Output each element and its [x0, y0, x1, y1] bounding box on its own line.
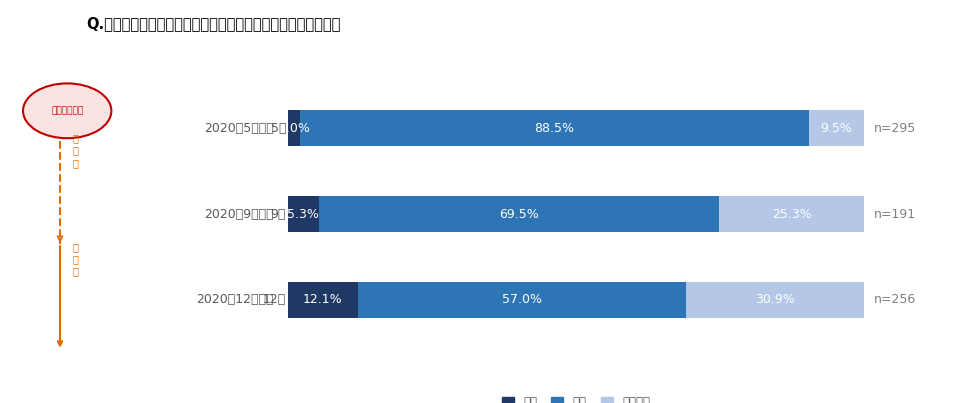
- Text: 2020年9月上旬: 2020年9月上旬: [204, 208, 274, 220]
- Bar: [719, 196, 865, 232]
- Text: Q.前年の同時期と比較して、現在の集患状況はいかがですか？: Q.前年の同時期と比較して、現在の集患状況はいかがですか？: [86, 16, 341, 31]
- Legend: 増加, 減少, 変化なし: 増加, 減少, 変化なし: [497, 391, 655, 403]
- Bar: [288, 110, 300, 146]
- Text: 25.3%: 25.3%: [772, 208, 811, 220]
- Bar: [288, 196, 319, 232]
- Text: 12月: 12月: [263, 293, 286, 306]
- Text: 期
間
中: 期 間 中: [73, 133, 79, 168]
- Bar: [686, 282, 864, 318]
- Text: 69.5%: 69.5%: [499, 208, 539, 220]
- Bar: [809, 110, 864, 146]
- Text: 9月: 9月: [271, 208, 286, 220]
- Text: 5月: 5月: [271, 122, 286, 135]
- Text: n=295: n=295: [874, 122, 916, 135]
- Text: 30.9%: 30.9%: [756, 293, 795, 306]
- Text: 5.3%: 5.3%: [287, 208, 320, 220]
- Bar: [319, 196, 719, 232]
- Bar: [288, 282, 358, 318]
- Text: n=256: n=256: [874, 293, 916, 306]
- Bar: [300, 110, 809, 146]
- Text: 57.0%: 57.0%: [502, 293, 541, 306]
- Text: n=191: n=191: [874, 208, 916, 220]
- Bar: [358, 282, 686, 318]
- Text: 9.5%: 9.5%: [821, 122, 852, 135]
- Ellipse shape: [23, 83, 111, 138]
- Text: 12.1%: 12.1%: [303, 293, 343, 306]
- Text: 2020年12月下旬: 2020年12月下旬: [196, 293, 274, 306]
- Text: 88.5%: 88.5%: [535, 122, 574, 135]
- Text: 緊急事態宣言: 緊急事態宣言: [51, 106, 84, 115]
- Text: 2.0%: 2.0%: [277, 122, 310, 135]
- Text: 2020年5月中旬: 2020年5月中旬: [204, 122, 274, 135]
- Text: 解
除
後: 解 除 後: [73, 242, 79, 276]
